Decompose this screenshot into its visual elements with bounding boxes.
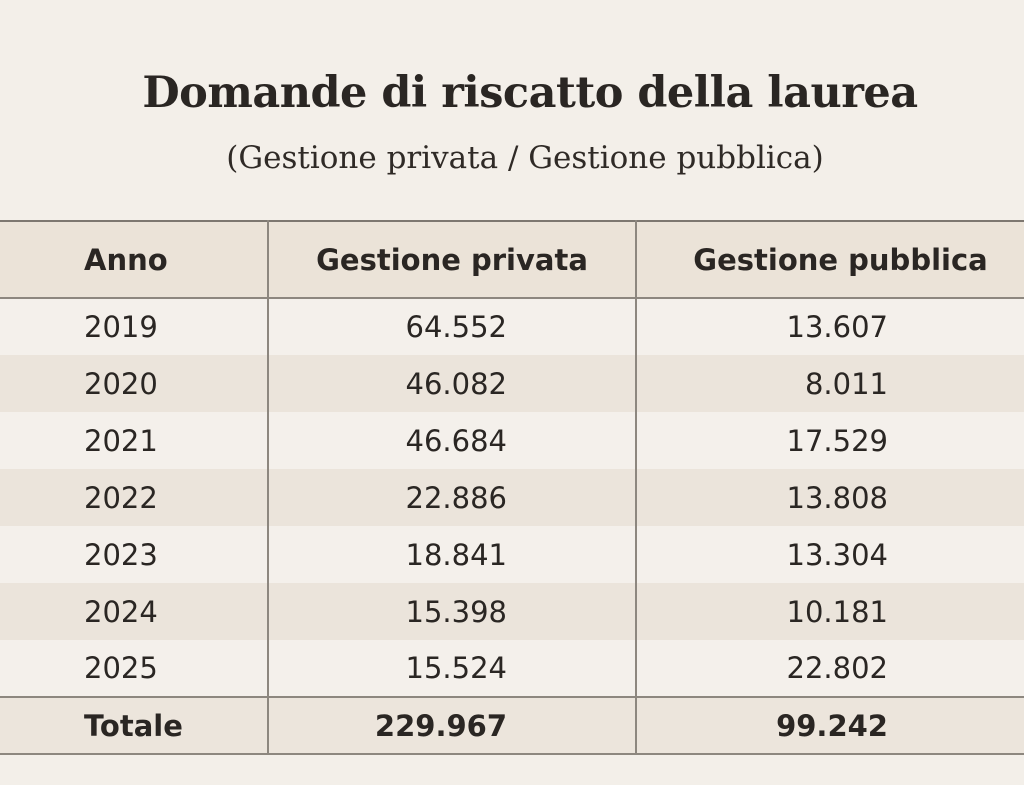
- cell-gestione-privata: 22.886: [267, 469, 636, 526]
- cell-gestione-pubblica: 13.304: [635, 526, 1024, 583]
- cell-anno: 2021: [84, 423, 158, 458]
- cell-gestione-privata: 229.967: [267, 697, 636, 754]
- cell-gestione-pubblica: 22.802: [635, 640, 1024, 697]
- cell-gestione-privata: 15.524: [267, 640, 636, 697]
- header-anno: Anno: [84, 242, 168, 277]
- cell-gestione-pubblica: 8.011: [635, 355, 1024, 412]
- cell-anno: 2019: [84, 310, 158, 344]
- table-row: 2021 46.684 17.529: [0, 412, 1024, 469]
- table-row: 2022 22.886 13.808: [0, 469, 1024, 526]
- table-row: 2024 15.398 10.181: [0, 583, 1024, 640]
- cell-anno: 2023: [84, 537, 158, 572]
- header-gestione-privata: Gestione privata: [267, 221, 636, 298]
- cell-gestione-pubblica: 13.607: [635, 298, 1024, 355]
- cell-gestione-privata: 18.841: [267, 526, 636, 583]
- table-row: 2023 18.841 13.304: [0, 526, 1024, 583]
- table-total-row: Totale 229.967 99.242: [0, 697, 1024, 754]
- cell-gestione-privata: 46.684: [267, 412, 636, 469]
- cell-gestione-privata: 64.552: [267, 298, 636, 355]
- cell-anno: 2024: [84, 594, 158, 629]
- table-header-row: Anno Gestione privata Gestione pubblica: [0, 221, 1024, 298]
- page-subtitle: (Gestione privata / Gestione pubblica): [226, 140, 824, 176]
- cell-anno: Totale: [84, 708, 183, 743]
- cell-anno: 2022: [84, 480, 158, 515]
- cell-gestione-pubblica: 17.529: [635, 412, 1024, 469]
- cell-gestione-pubblica: 10.181: [635, 583, 1024, 640]
- data-table: Anno Gestione privata Gestione pubblica …: [0, 220, 1024, 755]
- cell-gestione-privata: 46.082: [267, 355, 636, 412]
- cell-gestione-pubblica: 99.242: [635, 697, 1024, 754]
- table-row: 2020 46.082 8.011: [0, 355, 1024, 412]
- table-row: 2019 64.552 13.607: [0, 298, 1024, 355]
- cell-gestione-privata: 15.398: [267, 583, 636, 640]
- header-gestione-pubblica: Gestione pubblica: [635, 221, 1024, 298]
- table-row: 2025 15.524 22.802: [0, 640, 1024, 697]
- page-title: Domande di riscatto della laurea: [142, 68, 918, 118]
- cell-anno: 2025: [84, 651, 158, 685]
- cell-gestione-pubblica: 13.808: [635, 469, 1024, 526]
- cell-anno: 2020: [84, 366, 158, 401]
